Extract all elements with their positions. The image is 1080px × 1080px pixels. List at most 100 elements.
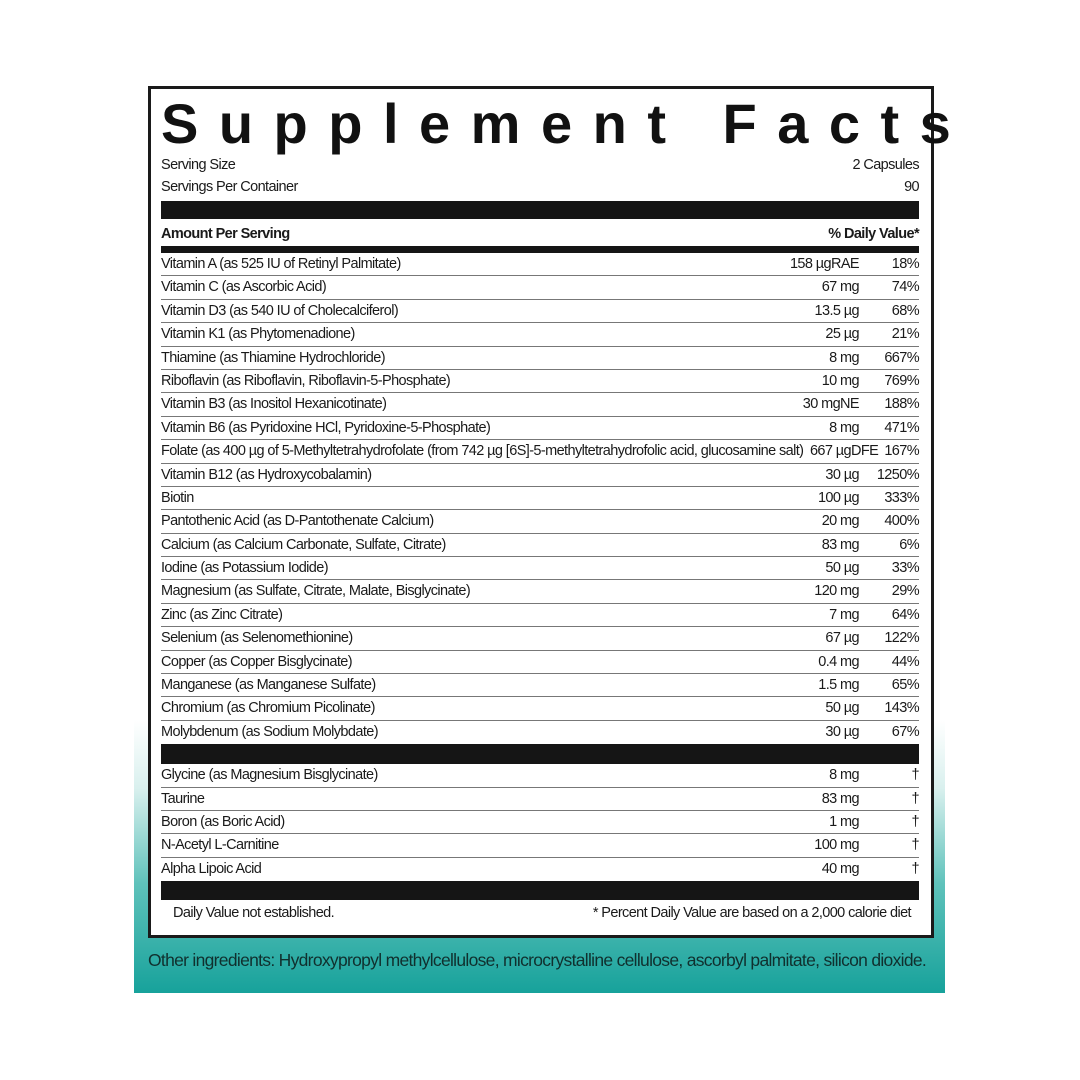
ingredient-daily-value: † — [911, 813, 920, 830]
ingredient-daily-value: 333% — [884, 489, 919, 506]
table-row: Vitamin K1 (as Phytomenadione) 25 µg 21% — [161, 323, 920, 347]
table-row: N-Acetyl L-Carnitine 100 mg † — [161, 834, 920, 858]
ingredient-name: N-Acetyl L-Carnitine — [161, 837, 279, 854]
table-row: Vitamin D3 (as 540 IU of Cholecalciferol… — [161, 300, 920, 324]
ingredient-name: Boron (as Boric Acid) — [161, 813, 285, 830]
ingredient-name: Calcium (as Calcium Carbonate, Sulfate, … — [161, 536, 446, 553]
ingredient-name: Vitamin A (as 525 IU of Retinyl Palmitat… — [161, 256, 401, 272]
ingredient-name: Folate (as 400 µg of 5-Methyltetrahydrof… — [161, 443, 804, 460]
ingredient-amount: 20 mg — [821, 513, 860, 530]
ingredient-name: Vitamin B3 (as Inositol Hexanicotinate) — [161, 396, 387, 413]
thick-divider — [161, 246, 919, 253]
ingredient-name: Vitamin K1 (as Phytomenadione) — [161, 326, 355, 343]
servings-per-container-row: Servings Per Container 90 — [161, 176, 920, 198]
footnotes: Daily Value not established. * Percent D… — [161, 900, 919, 930]
ingredient-amount: 50 µg — [825, 560, 859, 577]
ingredient-daily-value: 1250% — [876, 466, 920, 483]
ingredient-daily-value: 18% — [891, 256, 920, 272]
ingredient-amount: 8 mg — [829, 767, 859, 784]
ingredient-amount: 67 µg — [825, 630, 859, 647]
table-row: Vitamin B3 (as Inositol Hexanicotinate) 3… — [161, 393, 920, 417]
ingredient-amount: 30 µg — [825, 723, 859, 740]
footnote-dagger: Daily Value not established. — [173, 905, 335, 922]
ingredient-daily-value: 67% — [891, 723, 920, 740]
ingredient-daily-value: 167% — [884, 443, 919, 460]
ingredient-amount: 40 mg — [821, 860, 860, 877]
ingredient-daily-value: 667% — [884, 349, 919, 366]
dv-header: % Daily Value* — [828, 226, 919, 242]
ingredient-amount: 100 mg — [814, 837, 859, 854]
ingredient-daily-value: 65% — [891, 677, 920, 694]
panel-title: Supplement Facts — [161, 92, 972, 155]
table-row: Pantothenic Acid (as D-Pantothenate Calc… — [161, 510, 920, 534]
table-row: Manganese (as Manganese Sulfate) 1.5 mg 65… — [161, 674, 920, 698]
ingredient-amount: 1.5 mg — [818, 677, 859, 694]
table-row: Biotin 100 µg 333% — [161, 487, 920, 511]
supplement-facts-panel: Supplement Facts Serving Size 2 Capsules… — [148, 86, 972, 938]
other-ingredient-list: Glycine (as Magnesium Bisglycinate) 8 mg †… — [161, 764, 920, 881]
table-row: Selenium (as Selenomethionine) 67 µg 122% — [161, 627, 920, 651]
table-row: Folate (as 400 µg of 5-Methyltetrahydrof… — [161, 440, 920, 464]
table-row: Glycine (as Magnesium Bisglycinate) 8 mg † — [161, 764, 920, 788]
ingredient-amount: 67 mg — [821, 279, 860, 296]
table-row: Calcium (as Calcium Carbonate, Sulfate, … — [161, 534, 920, 558]
ingredient-name: Vitamin B12 (as Hydroxycobalamin) — [161, 466, 372, 483]
table-row: Molybdenum (as Sodium Molybdate) 30 µg 67% — [161, 721, 920, 744]
table-row: Thiamine (as Thiamine Hydrochloride) 8 mg… — [161, 347, 920, 370]
ingredient-daily-value: † — [911, 860, 920, 877]
ingredient-amount: 25 µg — [825, 326, 859, 343]
table-row: Magnesium (as Sulfate, Citrate, Malate, … — [161, 580, 920, 604]
ingredient-daily-value: 68% — [891, 302, 920, 319]
table-row: Chromium (as Chromium Picolinate) 50 µg 14… — [161, 697, 920, 721]
servings-value: 90 — [904, 179, 920, 195]
ingredient-daily-value: 188% — [884, 396, 919, 413]
table-row: Vitamin C (as Ascorbic Acid) 67 mg 74% — [161, 276, 920, 300]
ingredient-amount: 10 mg — [821, 372, 860, 389]
ingredient-name: Selenium (as Selenomethionine) — [161, 630, 353, 647]
ingredient-name: Vitamin B6 (as Pyridoxine HCl, Pyridoxin… — [161, 419, 491, 436]
divider-bar — [161, 881, 919, 901]
table-row: Iodine (as Potassium Iodide) 50 µg 33% — [161, 557, 920, 581]
ingredient-name: Thiamine (as Thiamine Hydrochloride) — [161, 349, 386, 366]
table-row: Boron (as Boric Acid) 1 mg † — [161, 811, 920, 835]
ingredient-daily-value: 29% — [891, 583, 920, 600]
ingredient-amount: 83 mg — [821, 790, 860, 807]
ingredient-daily-value: 6% — [899, 536, 919, 553]
table-row: Alpha Lipoic Acid 40 mg † — [161, 858, 920, 881]
ingredient-amount: 667 µgDFE — [809, 443, 879, 460]
serving-size-label: Serving Size — [161, 157, 236, 173]
ingredient-name: Vitamin C (as Ascorbic Acid) — [161, 279, 327, 296]
column-header: Amount Per Serving % Daily Value* — [161, 219, 920, 246]
ingredient-name: Taurine — [161, 790, 205, 807]
ingredient-name: Copper (as Copper Bisglycinate) — [161, 653, 353, 670]
other-ingredients: Other ingredients: Hydroxypropyl methylc… — [148, 950, 927, 970]
ingredient-name: Molybdenum (as Sodium Molybdate) — [161, 723, 379, 740]
table-row: Riboflavin (as Riboflavin, Riboflavin-5-… — [161, 370, 920, 394]
ingredient-amount: 83 mg — [821, 536, 860, 553]
ingredient-name: Vitamin D3 (as 540 IU of Cholecalciferol… — [161, 302, 399, 319]
ingredient-daily-value: 74% — [891, 279, 920, 296]
ingredient-amount: 8 mg — [829, 349, 859, 366]
ingredient-daily-value: 122% — [884, 630, 919, 647]
ingredient-daily-value: 64% — [891, 606, 920, 623]
ingredient-name: Pantothenic Acid (as D-Pantothenate Calc… — [161, 513, 434, 530]
divider-bar — [161, 744, 919, 765]
ingredient-amount: 100 µg — [817, 489, 860, 506]
ingredient-daily-value: 33% — [891, 560, 920, 577]
ingredient-daily-value: 471% — [884, 419, 919, 436]
serving-size-value: 2 Capsules — [852, 157, 919, 173]
ingredient-daily-value: 769% — [884, 372, 919, 389]
ingredient-name: Magnesium (as Sulfate, Citrate, Malate, … — [161, 583, 471, 600]
ingredient-amount: 7 mg — [829, 606, 859, 623]
ingredient-name: Riboflavin (as Riboflavin, Riboflavin-5-… — [161, 372, 451, 389]
ingredient-amount: 30 mgNE — [802, 396, 860, 413]
ingredient-amount: 120 mg — [814, 583, 859, 600]
servings-label: Servings Per Container — [161, 179, 298, 195]
divider-bar — [161, 201, 919, 219]
ingredient-name: Chromium (as Chromium Picolinate) — [161, 700, 375, 717]
ingredient-amount: 50 µg — [825, 700, 859, 717]
ingredient-amount: 0.4 mg — [818, 653, 859, 670]
table-row: Zinc (as Zinc Citrate) 7 mg 64% — [161, 604, 920, 628]
ingredient-daily-value: 143% — [884, 700, 919, 717]
amount-header: Amount Per Serving — [161, 226, 290, 242]
